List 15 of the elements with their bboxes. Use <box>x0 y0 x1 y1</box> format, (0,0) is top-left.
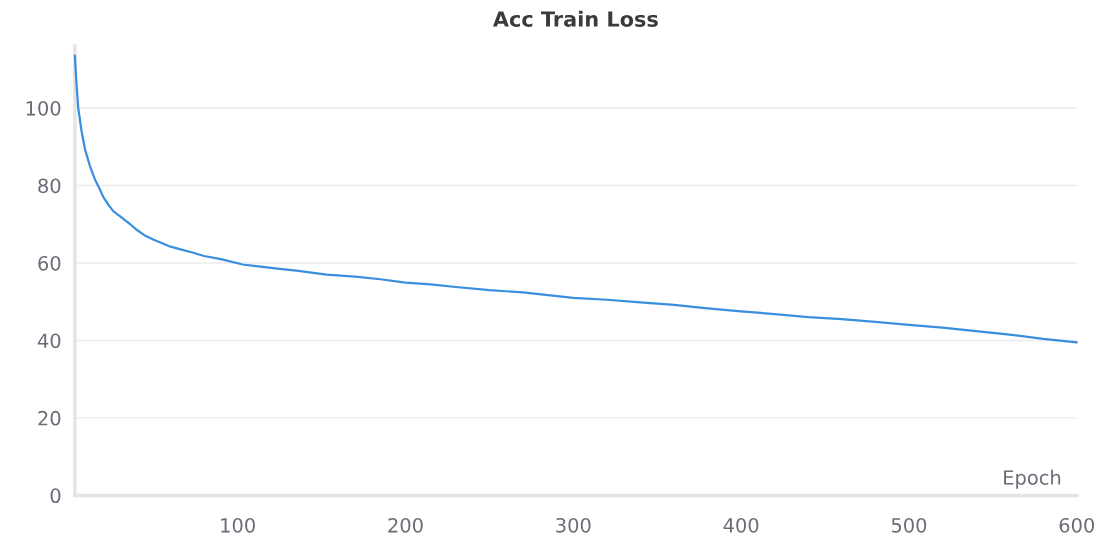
y-tick-label: 100 <box>26 100 61 116</box>
y-tick-label: 80 <box>38 178 61 194</box>
x-tick-label: 300 <box>556 517 591 533</box>
x-axis-title: Epoch <box>1004 469 1061 489</box>
chart-title: Acc Train Loss <box>492 10 658 27</box>
y-tick-label: 60 <box>38 255 61 271</box>
x-tick-label: 500 <box>891 517 927 533</box>
y-tick-label: 20 <box>38 410 61 426</box>
y-tick-label: 0 <box>50 488 61 504</box>
line-series <box>73 54 1078 344</box>
x-tick-label: 200 <box>388 517 423 533</box>
y-tick-label: 40 <box>37 333 61 349</box>
x-tick-label: 600 <box>1059 517 1095 533</box>
x-tick-label: 100 <box>221 517 255 533</box>
x-tick-label: 400 <box>723 517 759 533</box>
